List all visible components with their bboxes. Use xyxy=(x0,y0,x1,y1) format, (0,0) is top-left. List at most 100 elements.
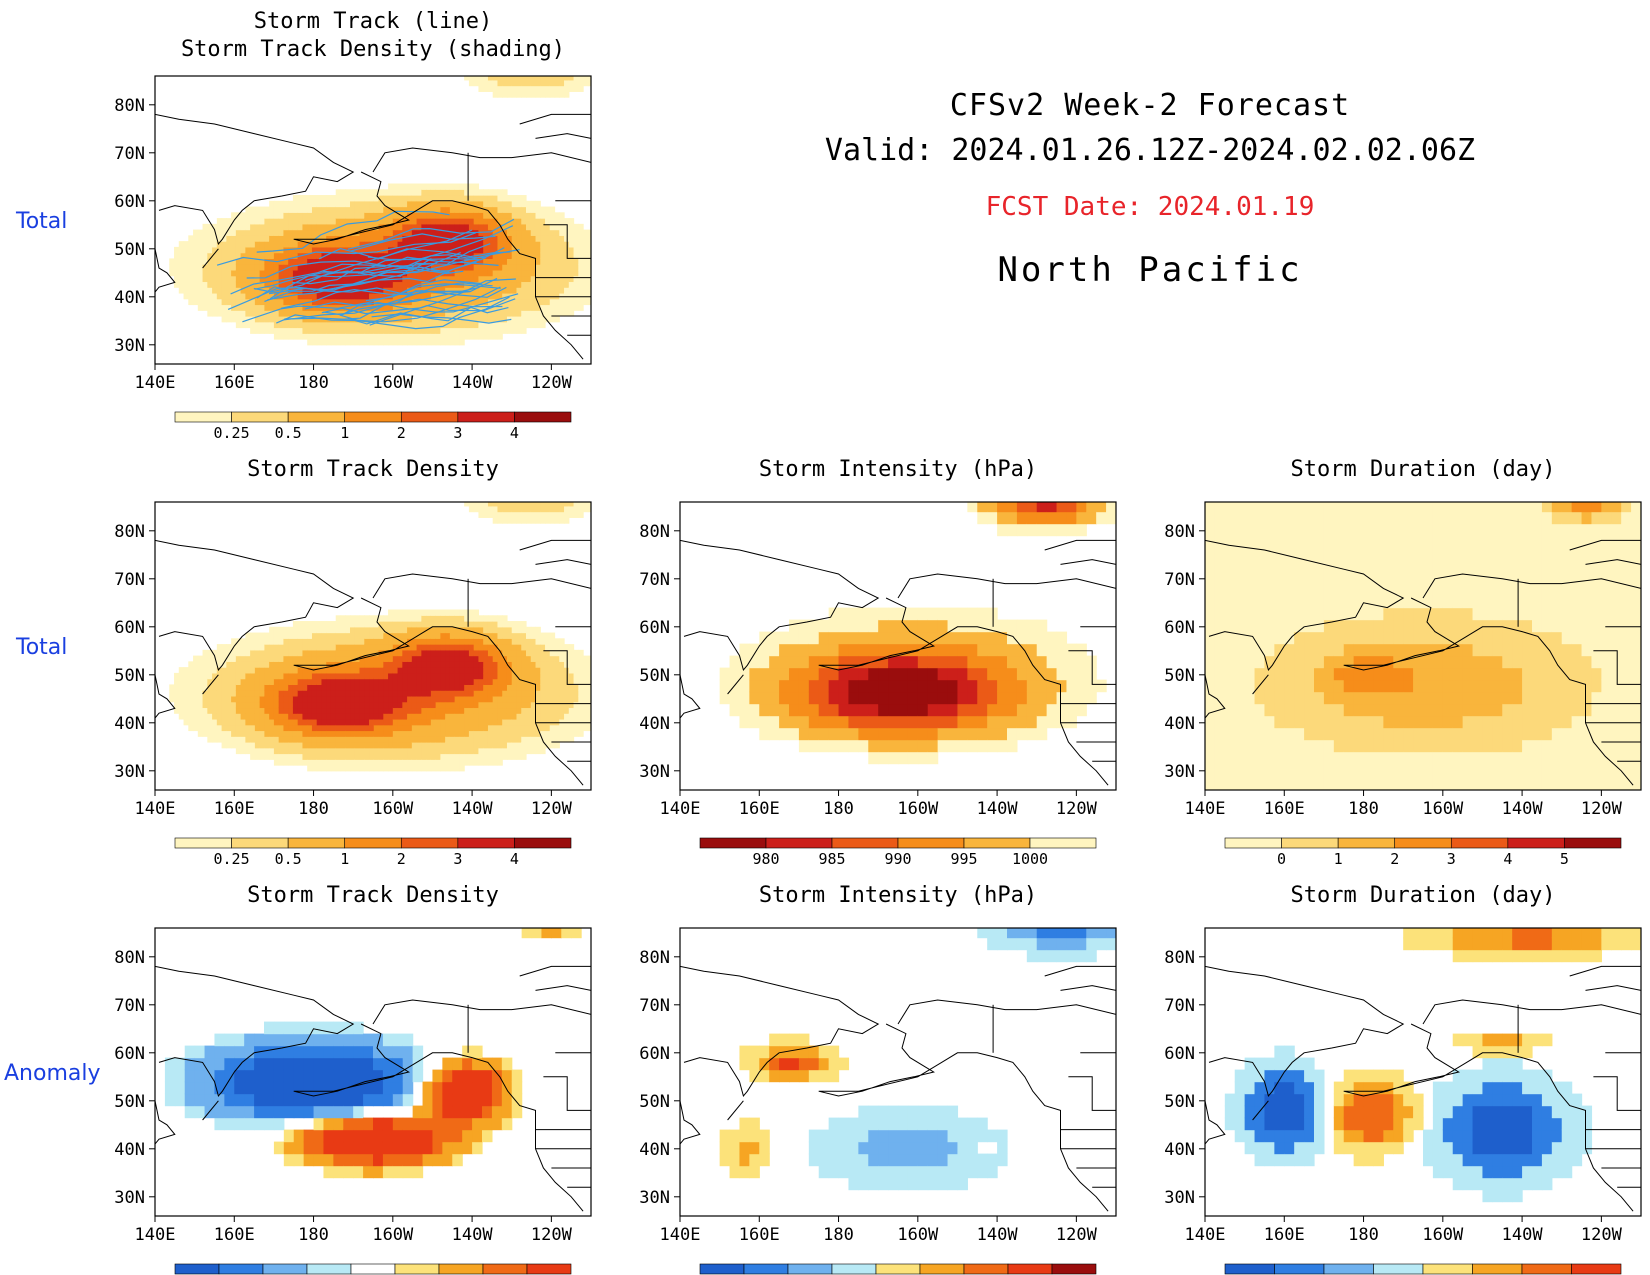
grid-cell xyxy=(188,241,194,248)
grid-cell xyxy=(302,200,308,208)
grid-cell xyxy=(388,275,394,283)
grid-cell xyxy=(197,690,204,697)
grid-cell xyxy=(411,258,418,265)
grid-cell xyxy=(392,713,399,720)
grid-cell xyxy=(1224,571,1236,585)
colorbar-swatch xyxy=(457,411,515,423)
grid-cell xyxy=(259,713,265,720)
grid-cell xyxy=(440,661,446,668)
grid-cell xyxy=(288,661,294,668)
grid-cell xyxy=(350,626,356,634)
grid-cell xyxy=(497,310,503,317)
grid-cell xyxy=(1254,583,1266,597)
grid-cell xyxy=(549,298,556,306)
grid-cell xyxy=(554,85,560,92)
grid-cell xyxy=(254,649,261,657)
grid-cell xyxy=(407,223,413,231)
grid-cell xyxy=(497,333,503,340)
grid-cell xyxy=(373,206,380,213)
grid-cell xyxy=(521,229,527,236)
grid-cell xyxy=(1007,739,1018,753)
grid-cell xyxy=(464,615,470,622)
grid-cell xyxy=(838,691,850,705)
grid-cell xyxy=(430,183,437,190)
grid-cell xyxy=(454,678,461,685)
grid-cell xyxy=(435,310,441,317)
grid-cell xyxy=(502,269,508,277)
grid-cell xyxy=(335,212,342,219)
grid-cell xyxy=(1254,691,1266,705)
grid-cell xyxy=(411,269,418,277)
grid-cell xyxy=(583,252,589,259)
grid-cell xyxy=(957,691,968,705)
grid-cell xyxy=(483,678,489,685)
grid-cell xyxy=(1066,502,1077,513)
grid-cell xyxy=(487,621,494,628)
grid-cell xyxy=(449,753,456,760)
grid-cell xyxy=(350,713,356,720)
grid-cell xyxy=(231,241,237,248)
grid-cell xyxy=(430,218,437,225)
grid-cell xyxy=(278,684,285,691)
grid-cell xyxy=(473,76,480,81)
grid-cell xyxy=(578,292,584,300)
grid-cell xyxy=(307,206,313,213)
grid-cell xyxy=(511,730,518,737)
grid-cell xyxy=(530,218,537,225)
grid-cell xyxy=(492,695,499,703)
coastline xyxy=(519,113,591,125)
grid-cell xyxy=(273,742,280,749)
grid-cell xyxy=(311,310,318,317)
grid-cell xyxy=(459,310,465,317)
grid-cell xyxy=(526,730,532,737)
grid-cell xyxy=(478,644,484,651)
grid-cell xyxy=(492,321,499,329)
grid-cell xyxy=(188,713,194,720)
grid-cell xyxy=(506,281,513,288)
grid-cell xyxy=(321,718,327,726)
grid-cell xyxy=(307,713,313,720)
grid-cell xyxy=(407,632,413,639)
grid-cell xyxy=(587,502,591,507)
grid-cell xyxy=(454,724,461,732)
grid-cell xyxy=(440,339,446,346)
grid-cell xyxy=(359,292,365,300)
grid-cell xyxy=(212,223,218,231)
grid-cell xyxy=(316,327,323,334)
grid-cell xyxy=(449,183,456,190)
grid-cell xyxy=(578,667,584,674)
grid-cell xyxy=(354,730,361,737)
grid-cell xyxy=(789,655,800,669)
grid-cell xyxy=(416,718,422,726)
grid-cell xyxy=(473,690,480,697)
grid-cell xyxy=(789,667,800,681)
grid-cell xyxy=(464,655,470,662)
grid-cell xyxy=(269,701,275,709)
grid-cell xyxy=(292,321,299,329)
grid-cell xyxy=(435,632,441,639)
grid-cell xyxy=(468,661,475,668)
grid-cell xyxy=(957,739,968,753)
grid-cell xyxy=(459,644,465,651)
grid-cell xyxy=(1224,511,1236,525)
grid-cell xyxy=(440,189,446,196)
grid-cell xyxy=(307,327,313,334)
colorbar-label: 985 xyxy=(818,850,845,868)
grid-cell xyxy=(1056,502,1068,513)
grid-cell xyxy=(264,695,270,703)
grid-cell xyxy=(330,655,337,662)
grid-cell xyxy=(250,269,256,277)
grid-cell xyxy=(278,218,285,225)
grid-cell xyxy=(502,246,508,254)
grid-cell xyxy=(316,200,323,208)
grid-cell xyxy=(1234,583,1246,597)
grid-cell xyxy=(369,632,375,639)
grid-cell xyxy=(278,730,285,737)
grid-cell xyxy=(987,607,998,621)
grid-cell xyxy=(326,667,332,674)
grid-cell xyxy=(1254,631,1266,645)
grid-cell xyxy=(473,626,480,634)
grid-cell xyxy=(559,661,565,668)
grid-cell xyxy=(335,195,342,202)
grid-cell xyxy=(502,229,508,236)
